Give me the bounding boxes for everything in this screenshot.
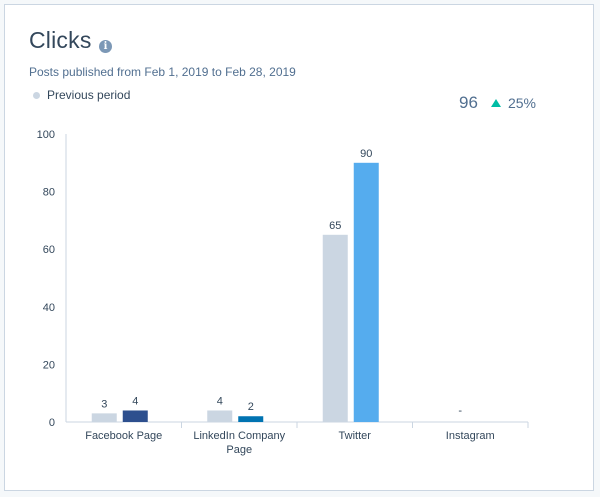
chart-title: Clicks [29,27,92,53]
category-label: Facebook Page [85,430,162,442]
data-label: 2 [248,401,254,413]
legend-label: Previous period [47,88,131,102]
bar [91,413,117,422]
missing-data-label: - [458,405,462,417]
category-label: LinkedIn Company [193,430,285,442]
y-tick-label: 40 [43,302,55,314]
summary-value: 96 [459,93,478,112]
y-tick-label: 0 [49,417,55,429]
chart-subtitle: Posts published from Feb 1, 2019 to Feb … [29,65,296,79]
y-tick-label: 60 [43,244,55,256]
summary: 96 25% [459,93,536,113]
legend: Previous period [33,88,130,102]
data-label: 3 [101,398,107,410]
category-label: Page [226,444,252,456]
category-label: Instagram [446,430,495,442]
info-icon[interactable]: i [99,40,112,53]
chart-card: Clicks i Posts published from Feb 1, 201… [4,4,594,491]
summary-change: 25% [507,95,536,111]
y-tick-label: 80 [43,187,55,199]
data-label: 90 [360,148,372,160]
bar [353,162,379,423]
bar [122,410,148,422]
y-tick-label: 100 [37,129,55,141]
data-label: 4 [217,395,223,407]
legend-swatch [33,91,40,99]
up-triangle-icon [490,99,501,107]
bar [238,416,264,422]
y-tick-label: 20 [43,359,55,371]
data-label: 4 [132,395,138,407]
category-label: Twitter [339,430,372,442]
data-label: 65 [329,220,341,232]
bar [322,234,348,422]
bar [207,410,233,422]
